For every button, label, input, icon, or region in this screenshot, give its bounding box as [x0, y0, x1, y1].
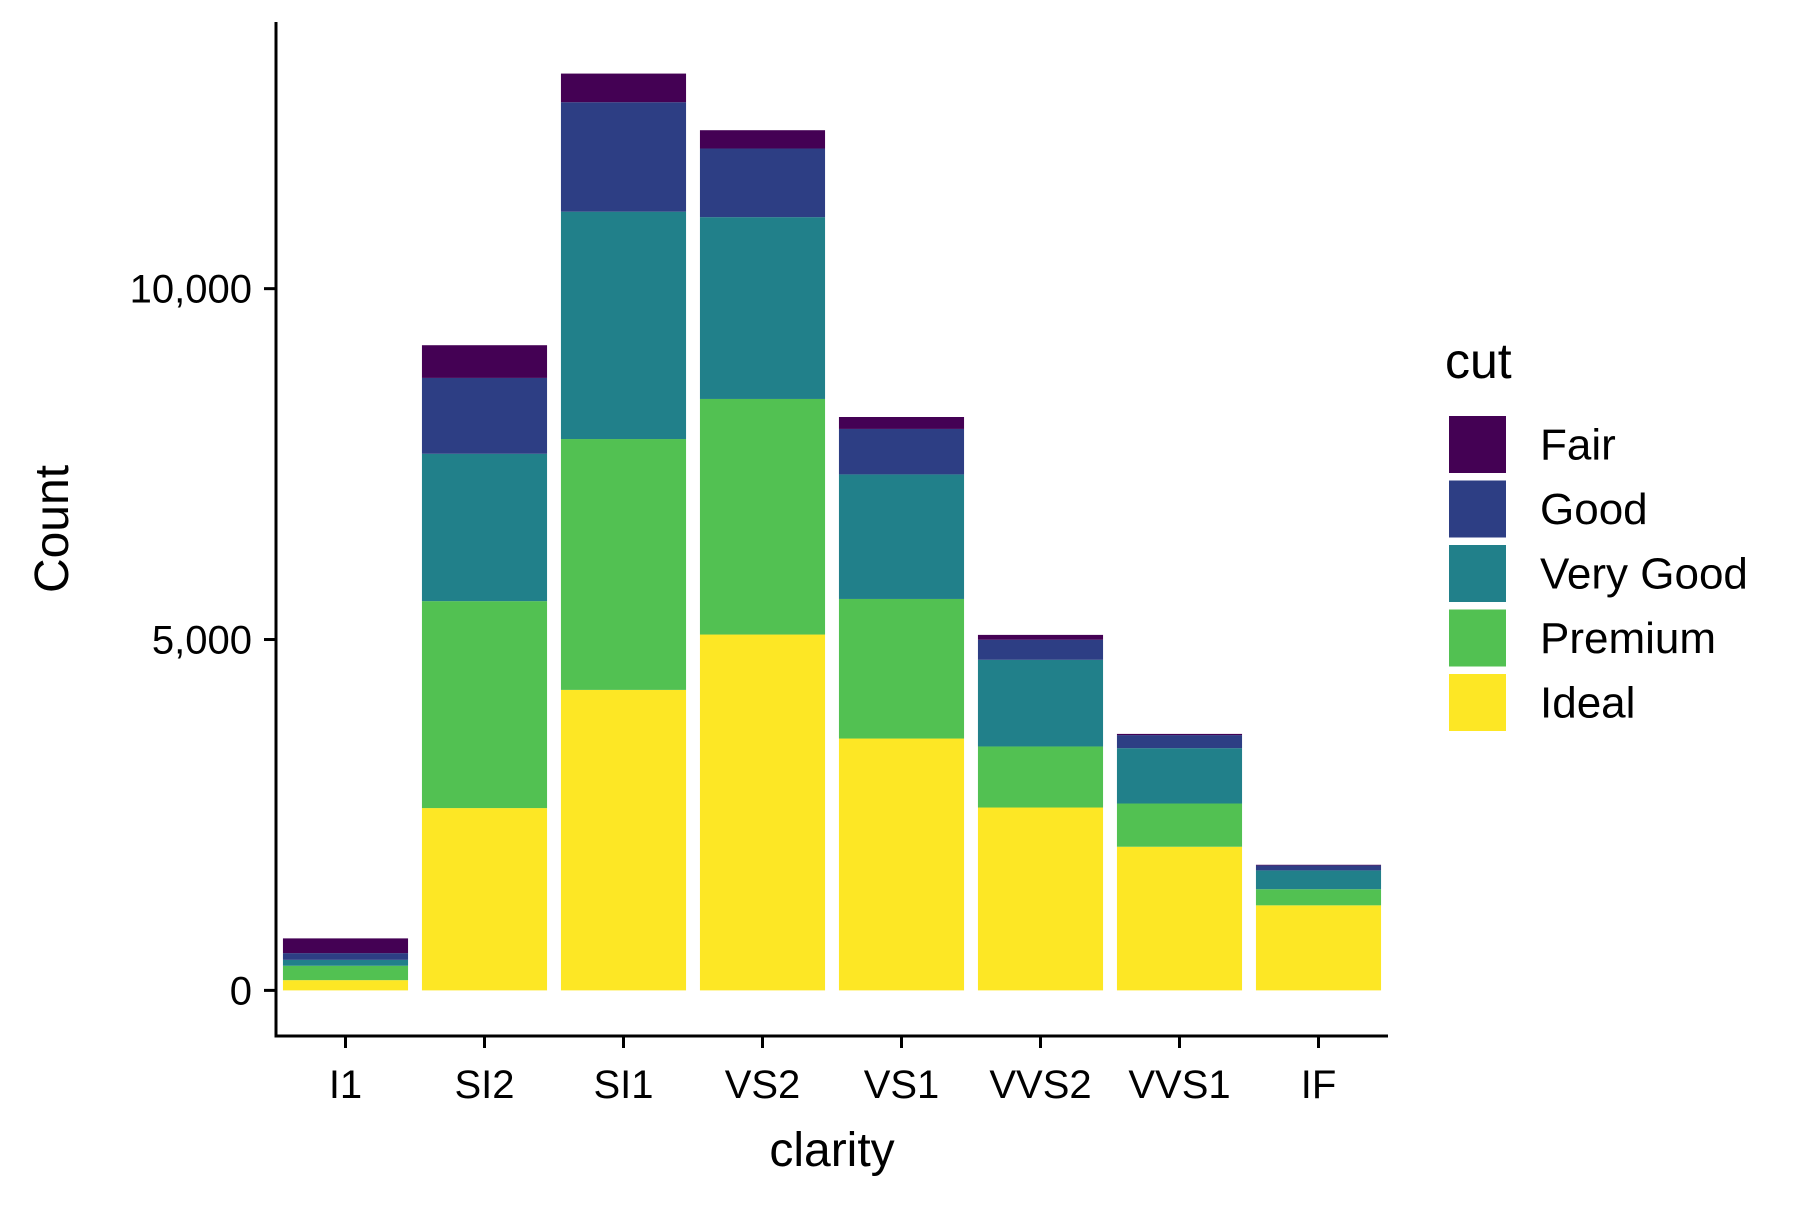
x-axis-title: clarity: [769, 1124, 894, 1177]
bar-i1-fair: [282, 938, 409, 954]
legend-swatch-ideal: [1449, 674, 1506, 731]
legend-label-premium: Premium: [1540, 614, 1716, 663]
legend-title: cut: [1445, 333, 1512, 389]
bars-layer: [282, 73, 1382, 991]
bar-si2-good: [421, 377, 548, 454]
bar-si1-good: [560, 102, 687, 212]
bar-si2-very-good: [421, 453, 548, 602]
bar-i1-very-good: [282, 959, 409, 966]
bar-si1-ideal: [560, 689, 687, 991]
bar-vvs2-premium: [977, 746, 1104, 808]
y-ticks: 0 5,000 10,000: [130, 268, 276, 1013]
bar-vs2-premium: [699, 398, 826, 635]
bar-si1-fair: [560, 73, 687, 103]
x-tick-label: VS2: [725, 1063, 801, 1107]
x-tick-label: VVS1: [1128, 1063, 1230, 1107]
legend-items: Fair Good Very Good Premium Ideal: [1449, 416, 1748, 731]
legend-swatch-fair: [1449, 416, 1506, 473]
x-tick-label: SI2: [454, 1063, 514, 1107]
bar-if-premium: [1255, 889, 1382, 906]
y-tick-label: 0: [230, 969, 252, 1013]
bar-vs1-premium: [838, 598, 965, 739]
bar-vs2-very-good: [699, 217, 826, 399]
axes-layer: [274, 22, 1388, 1038]
bar-vs1-fair: [838, 417, 965, 429]
bar-vs1-good: [838, 428, 965, 475]
y-axis-title: Count: [26, 465, 79, 593]
x-tick-label: VVS2: [989, 1063, 1091, 1107]
bar-if-ideal: [1255, 905, 1382, 991]
bar-si1-very-good: [560, 211, 687, 440]
x-tick-label: VS1: [864, 1063, 940, 1107]
bar-i1-premium: [282, 965, 409, 981]
y-tick-label: 10,000: [130, 268, 252, 312]
bar-if-very-good: [1255, 870, 1382, 890]
bar-i1-ideal: [282, 980, 409, 991]
bar-vs2-good: [699, 148, 826, 218]
bar-vvs1-premium: [1116, 803, 1243, 847]
bar-vvs2-very-good: [977, 659, 1104, 747]
x-tick-label: SI1: [593, 1063, 653, 1107]
bar-vs1-ideal: [838, 738, 965, 991]
legend-swatch-premium: [1449, 609, 1506, 667]
bar-si1-premium: [560, 439, 687, 690]
legend-label-good: Good: [1540, 485, 1648, 534]
bar-si2-premium: [421, 601, 548, 809]
bar-vvs1-very-good: [1116, 748, 1243, 804]
legend-label-ideal: Ideal: [1540, 679, 1635, 728]
bar-vvs1-ideal: [1116, 846, 1243, 991]
bar-vs2-ideal: [699, 634, 826, 991]
x-ticks: I1 SI2 SI1 VS2 VS1 VVS2 VVS1 IF: [329, 1036, 1336, 1107]
bar-vvs1-fair: [1116, 733, 1243, 736]
legend-swatch-very-good: [1449, 545, 1506, 602]
bar-vs1-very-good: [838, 474, 965, 599]
bar-if-good: [1255, 865, 1382, 871]
bar-si2-ideal: [421, 808, 548, 991]
bar-vvs1-good: [1116, 735, 1243, 749]
bar-si2-fair: [421, 345, 548, 378]
x-tick-label: I1: [329, 1063, 362, 1107]
x-tick-label: IF: [1301, 1063, 1337, 1107]
legend-label-very-good: Very Good: [1540, 550, 1748, 599]
legend: cut Fair Good Very Good Premium Ideal: [1445, 333, 1748, 731]
legend-label-fair: Fair: [1540, 421, 1616, 470]
bar-vvs2-good: [977, 639, 1104, 660]
bar-vvs2-ideal: [977, 807, 1104, 991]
bar-vs2-fair: [699, 130, 826, 149]
bar-i1-good: [282, 953, 409, 960]
y-tick-label: 5,000: [152, 619, 252, 663]
bar-if-fair: [1255, 864, 1382, 866]
legend-swatch-good: [1449, 480, 1506, 538]
bar-vvs2-fair: [977, 634, 1104, 640]
